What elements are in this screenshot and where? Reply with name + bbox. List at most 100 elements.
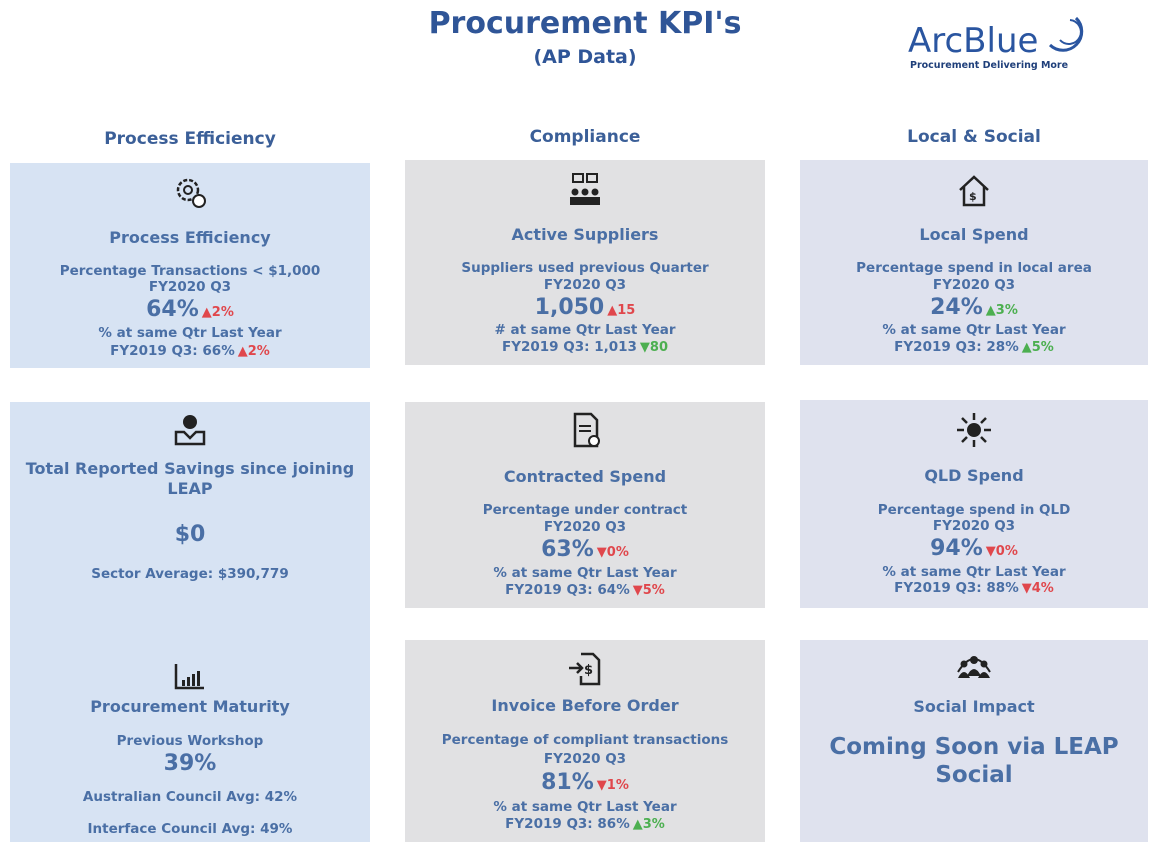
line-text: % at same Qtr Last Year	[98, 325, 282, 341]
line-text: FY2019 Q3: 66%	[110, 343, 235, 359]
card-line: FY2020 Q3	[800, 517, 1148, 535]
delta: ▼4%	[1021, 581, 1054, 596]
card-line: Australian Council Avg: 42%	[10, 788, 370, 806]
svg-text:$: $	[969, 190, 977, 203]
card-title: Invoice Before Order	[491, 696, 679, 715]
card-icon	[174, 415, 206, 446]
line-text: 81%	[541, 770, 594, 795]
card-line: Previous Workshop	[10, 732, 370, 750]
logo-name: ArcBlue	[908, 21, 1038, 61]
delta: ▲3%	[985, 303, 1018, 318]
card-icon	[957, 656, 991, 678]
line-text: FY2019 Q3: 86%	[505, 816, 630, 832]
card-title: Procurement Maturity	[90, 697, 290, 716]
line-text: FY2019 Q3: 28%	[894, 339, 1019, 355]
card-line: Coming Soon via LEAP Social	[800, 733, 1148, 789]
line-text: Percentage of compliant transactions	[441, 732, 729, 748]
line-text: 1,050	[534, 295, 605, 320]
line-text: % at same Qtr Last Year	[882, 322, 1066, 338]
card-line: FY2019 Q3: 88% ▼4%	[800, 579, 1148, 598]
line-text: Coming Soon via LEAP Social	[829, 734, 1119, 788]
svg-text:$: $	[584, 663, 593, 678]
card-line: % at same Qtr Last Year	[10, 324, 370, 342]
card-line: $0	[10, 521, 370, 549]
card-icon: $	[959, 175, 989, 207]
kpi-card: Active Suppliers Suppliers used previous …	[405, 160, 765, 365]
delta: ▲15	[607, 303, 636, 318]
card-line: 24% ▲3%	[800, 294, 1148, 325]
line-text: Percentage spend in QLD	[877, 502, 1071, 518]
line-text: Australian Council Avg: 42%	[82, 789, 298, 805]
line-text: Sector Average: $390,779	[91, 566, 289, 582]
line-text: % at same Qtr Last Year	[493, 799, 677, 815]
kpi-card: Contracted Spend Percentage under contrac…	[405, 402, 765, 608]
card-line: FY2019 Q3: 1,013 ▼80	[405, 338, 765, 357]
delta: ▼0%	[985, 544, 1018, 559]
line-text: FY2019 Q3: 64%	[505, 582, 630, 598]
card-title: Process Efficiency	[109, 228, 271, 247]
card-line: % at same Qtr Last Year	[800, 563, 1148, 581]
line-text: Interface Council Avg: 49%	[87, 821, 293, 837]
card-icon	[573, 412, 600, 448]
line-text: FY2020 Q3	[932, 277, 1016, 293]
line-text: Percentage Transactions < $1,000	[59, 263, 321, 279]
line-text: FY2020 Q3	[543, 519, 627, 535]
kpi-card: Total Reported Savings since joining LEA…	[10, 402, 370, 640]
card-line: FY2020 Q3	[405, 518, 765, 536]
card-line: Percentage under contract	[405, 501, 765, 519]
kpi-card: QLD Spend Percentage spend in QLD FY2020 Q…	[800, 400, 1148, 608]
line-text: 63%	[541, 537, 594, 562]
line-text: FY2019 Q3: 88%	[894, 580, 1019, 596]
line-text: FY2020 Q3	[543, 751, 627, 767]
card-icon	[174, 664, 204, 690]
card-line: 39%	[10, 750, 370, 778]
line-text: Percentage spend in local area	[856, 260, 1092, 276]
delta: ▼1%	[596, 778, 629, 793]
line-text: 24%	[930, 295, 983, 320]
card-title: Contracted Spend	[503, 467, 667, 486]
line-text: FY2020 Q3	[932, 518, 1016, 534]
logo-swoosh	[1048, 16, 1084, 52]
kpi-card: $ Local Spend Percentage spend in local ar…	[800, 160, 1148, 365]
kpi-card: Social Impact Coming Soon via LEAP Social	[800, 640, 1148, 842]
card-line: FY2020 Q3	[10, 278, 370, 296]
delta: ▼0%	[596, 545, 629, 560]
delta: ▲5%	[1021, 340, 1054, 355]
card-line: % at same Qtr Last Year	[800, 321, 1148, 339]
card-line: Percentage of compliant transactions	[405, 731, 765, 749]
kpi-card: $ Invoice Before Order Percentage of compl…	[405, 640, 765, 842]
kpi-card: Procurement Maturity Previous Workshop 39%…	[10, 640, 370, 842]
card-line: FY2019 Q3: 28% ▲5%	[800, 338, 1148, 357]
page-title: Procurement KPI's	[428, 6, 742, 41]
line-text: 94%	[930, 536, 983, 561]
card-line: % at same Qtr Last Year	[405, 798, 765, 816]
card-line: Suppliers used previous Quarter	[405, 259, 765, 277]
line-text: Previous Workshop	[116, 733, 264, 749]
card-title: Total Reported Savings since joining LEA…	[25, 459, 355, 498]
card-icon	[570, 173, 600, 205]
line-text: # at same Qtr Last Year	[494, 322, 676, 338]
card-line: FY2020 Q3	[800, 276, 1148, 294]
card-line: Interface Council Avg: 49%	[10, 820, 370, 838]
line-text: Suppliers used previous Quarter	[461, 260, 709, 276]
line-text: Percentage under contract	[482, 502, 688, 518]
logo-tagline: Procurement Delivering More	[910, 60, 1068, 71]
card-icon: $	[569, 652, 601, 686]
column-heading: Local & Social	[907, 127, 1041, 147]
card-title: Active Suppliers	[511, 225, 659, 244]
delta: ▲3%	[632, 817, 665, 832]
card-line: 64% ▲2%	[10, 296, 370, 327]
card-line: Sector Average: $390,779	[10, 565, 370, 583]
page-subtitle: (AP Data)	[533, 46, 637, 68]
card-icon	[176, 178, 206, 208]
logo-swoosh	[1059, 19, 1082, 45]
card-line: FY2019 Q3: 86% ▲3%	[405, 815, 765, 834]
column-heading: Process Efficiency	[104, 129, 276, 149]
delta: ▼80	[639, 340, 669, 355]
card-line: # at same Qtr Last Year	[405, 321, 765, 339]
line-text: % at same Qtr Last Year	[493, 565, 677, 581]
card-line: FY2020 Q3	[405, 276, 765, 294]
card-line: 1,050 ▲15	[405, 294, 765, 325]
column-heading: Compliance	[529, 127, 641, 147]
